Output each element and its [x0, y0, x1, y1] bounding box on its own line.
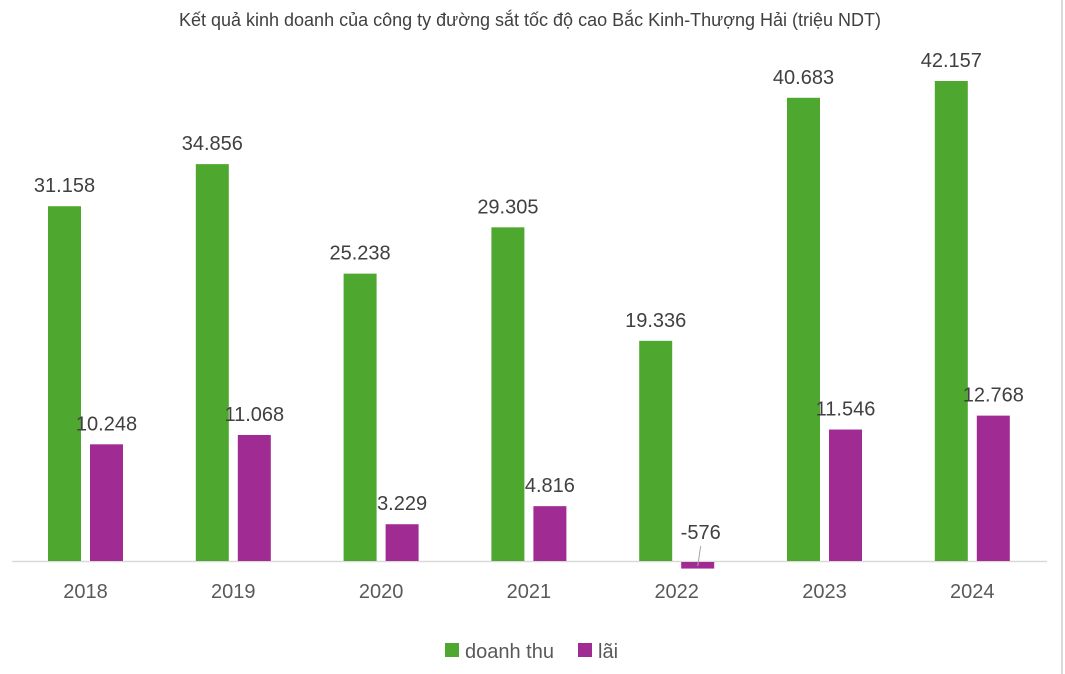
data-label-doanh-thu-2023: 40.683: [773, 67, 834, 89]
data-label-lai-2023: 11.546: [816, 399, 876, 421]
data-label-doanh-thu-2022: 19.336: [625, 310, 686, 332]
legend-label-lai: lãi: [598, 641, 618, 663]
legend-label-doanh-thu: doanh thu: [465, 641, 554, 663]
data-label-doanh-thu-2024: 42.157: [921, 50, 982, 72]
data-label-lai-2018: 10.248: [76, 413, 137, 435]
data-label-lai-2022: -576: [681, 522, 721, 544]
bar-doanh-thu-2019: [195, 164, 229, 561]
bar-doanh-thu-2023: [787, 97, 820, 562]
data-label-lai-2024: 12.768: [963, 385, 1024, 407]
bar-lai-2019: [237, 434, 271, 561]
x-tick-2021: 2021: [507, 581, 552, 603]
sheet-gridline: [1061, 0, 1063, 674]
bar-doanh-thu-2021: [491, 227, 525, 561]
bar-lai-2018: [90, 444, 123, 561]
x-tick-2023: 2023: [802, 581, 847, 603]
legend-swatch-doanh-thu: [445, 643, 459, 657]
bar-doanh-thu-2020: [343, 273, 377, 561]
legend: doanh thu lãi: [445, 641, 618, 663]
x-tick-2024: 2024: [950, 581, 995, 603]
x-tick-2019: 2019: [211, 581, 256, 603]
legend-swatch-lai: [578, 643, 592, 657]
bar-lai-2021: [533, 506, 567, 561]
x-tick-2018: 2018: [63, 581, 108, 603]
data-label-doanh-thu-2018: 31.158: [34, 175, 95, 197]
data-label-lai-2019: 11.068: [224, 404, 284, 426]
bar-doanh-thu-2024: [934, 81, 968, 561]
chart-title: Kết quả kinh doanh của công ty đường sắt…: [179, 9, 881, 30]
bar-lai-2024: [976, 415, 1010, 561]
data-label-lai-2021: 4.816: [525, 475, 575, 497]
data-label-doanh-thu-2019: 34.856: [182, 133, 243, 155]
bar-doanh-thu-2022: [639, 340, 673, 561]
bar-lai-2023: [829, 429, 862, 561]
data-label-doanh-thu-2020: 25.238: [330, 243, 391, 265]
data-label-lai-2020: 3.229: [377, 493, 427, 515]
leader-line-lai-2022: [697, 545, 702, 567]
x-tick-2022: 2022: [654, 581, 699, 603]
data-label-doanh-thu-2021: 29.305: [477, 196, 538, 218]
x-tick-2020: 2020: [359, 581, 404, 603]
bar-doanh-thu-2018: [48, 206, 81, 561]
bar-lai-2020: [385, 524, 419, 561]
